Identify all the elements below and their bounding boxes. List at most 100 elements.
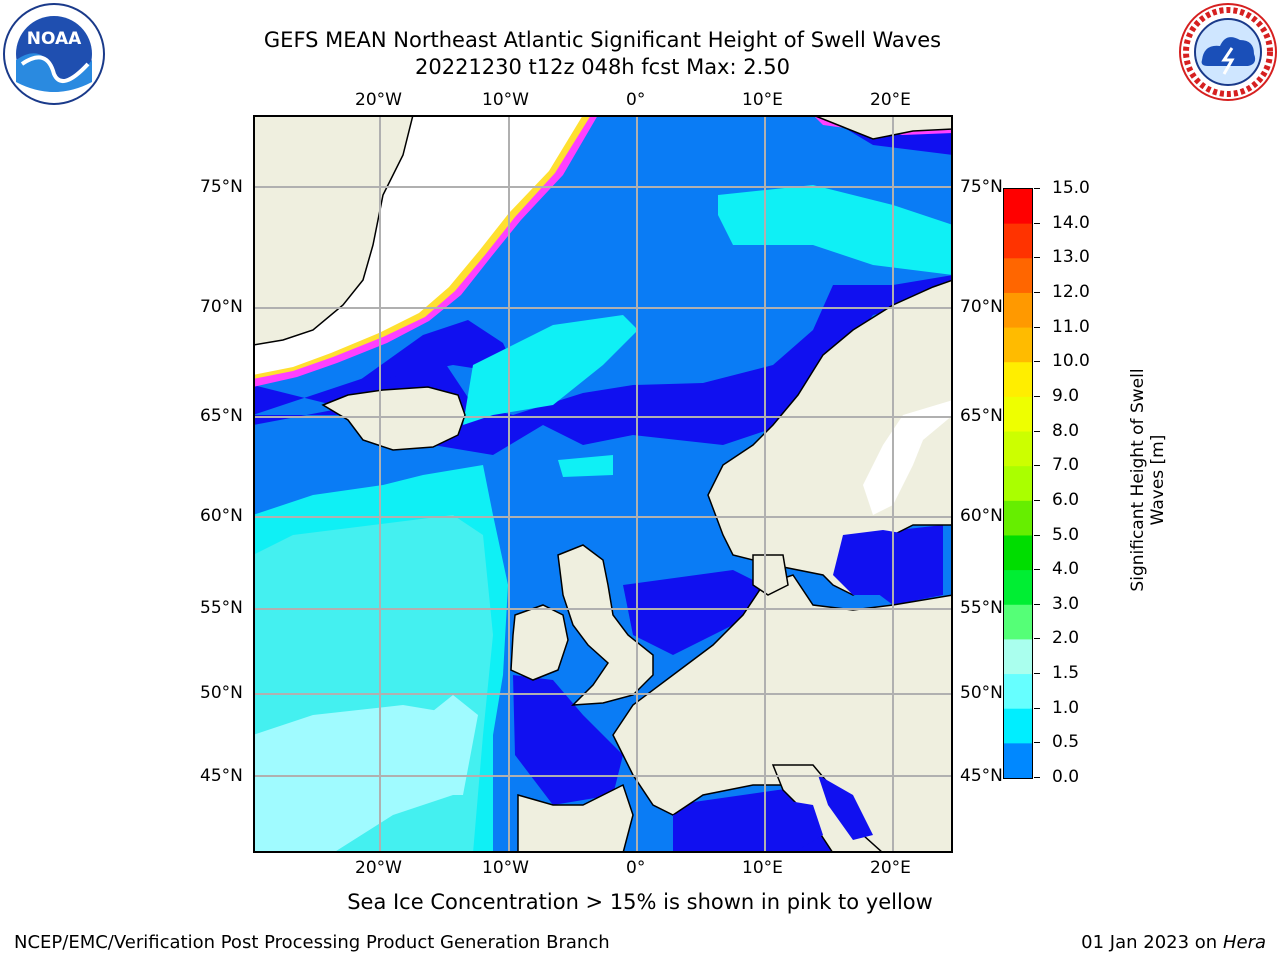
- colorbar-tick-label: 13.0: [1052, 247, 1090, 268]
- chart-title: GEFS MEAN Northeast Atlantic Significant…: [263, 28, 942, 52]
- colorbar-tick-label: 8.0: [1052, 420, 1080, 441]
- lon-tick-top: 20°E: [870, 90, 911, 110]
- adriatic-sea: [818, 775, 873, 840]
- colorbar-tick-mark: [1034, 222, 1040, 224]
- map-caption: Sea Ice Concentration > 15% is shown in …: [347, 890, 933, 914]
- lon-tick-top: 10°W: [482, 90, 529, 110]
- lat-tick-left: 65°N: [200, 406, 243, 426]
- colorbar-tick-label: 14.0: [1052, 212, 1090, 233]
- colorbar-tick-label: 15.0: [1052, 178, 1090, 198]
- colorbar-segment: [1004, 604, 1032, 640]
- greenland: [252, 114, 414, 346]
- colorbar-tick-label: 5.0: [1052, 524, 1080, 545]
- lat-tick-right: 45°N: [960, 766, 1003, 786]
- colorbar-tick-label: 2.0: [1052, 628, 1080, 649]
- colorbar-tick-mark: [1034, 188, 1040, 189]
- baltic-sea: [833, 530, 933, 595]
- lon-tick-top: 10°E: [742, 90, 783, 110]
- footer-branch: NCEP/EMC/Verification Post Processing Pr…: [14, 932, 610, 953]
- colorbar-tick-mark: [1034, 534, 1040, 536]
- lat-tick-left: 60°N: [200, 506, 243, 526]
- colorbar-segment: [1004, 639, 1032, 675]
- colorbar-tick-mark: [1034, 465, 1040, 467]
- colorbar-segment: [1004, 500, 1032, 536]
- noaa-logo-text: NOAA: [27, 29, 82, 49]
- colorbar-segment: [1004, 258, 1032, 294]
- colorbar-tick-label: 12.0: [1052, 281, 1090, 302]
- footer-date: 01 Jan 2023 on Hera: [1081, 932, 1266, 953]
- colorbar-tick-mark: [1034, 395, 1040, 397]
- nws-logo: [1178, 2, 1278, 102]
- lat-tick-right: 55°N: [960, 598, 1003, 618]
- map-border: [253, 115, 953, 853]
- lon-tick-bottom: 0°: [626, 858, 646, 878]
- colorbar-tick-label: 0.5: [1052, 732, 1080, 753]
- ocean-swell-1.0-1.5: [463, 315, 638, 425]
- ocean-swell-1.0-1.5: [718, 185, 953, 275]
- ocean-swell-0-0.5: [623, 570, 763, 655]
- iceland: [321, 386, 466, 451]
- colorbar-segment: [1004, 570, 1032, 606]
- colorbar-tick-mark: [1034, 361, 1040, 363]
- colorbar-segment: [1004, 362, 1032, 398]
- colorbar-tick-label: 11.0: [1052, 316, 1090, 337]
- colorbar-label-line2: Waves [m]: [1148, 434, 1168, 526]
- colorbar-segment: [1004, 466, 1032, 502]
- lon-tick-bottom: 10°E: [742, 858, 783, 878]
- colorbar-segment: [1004, 396, 1032, 433]
- noaa-logo: NOAA: [2, 2, 106, 106]
- mediterranean-sea: [673, 795, 823, 853]
- lat-tick-right: 60°N: [960, 506, 1003, 526]
- colorbar-segment: [1004, 431, 1032, 467]
- lon-tick-top: 0°: [626, 90, 646, 110]
- colorbar-segment: [1004, 292, 1032, 329]
- colorbar-tick-label: 0.0: [1052, 767, 1080, 787]
- lat-tick-right: 65°N: [960, 406, 1003, 426]
- lon-tick-bottom: 20°E: [870, 858, 911, 878]
- colorbar-segment: [1004, 327, 1032, 363]
- lon-tick-top: 20°W: [355, 90, 402, 110]
- colorbar-tick-label: 1.5: [1052, 663, 1080, 684]
- map-panel: [252, 114, 954, 854]
- ocean-swell-0-0.5: [513, 675, 623, 805]
- colorbar-segment: [1004, 708, 1032, 744]
- colorbar-tick-label: 1.0: [1052, 697, 1080, 718]
- colorbar-tick-mark: [1034, 326, 1040, 328]
- colorbar-label: Significant Height of Swell Waves [m]: [1103, 260, 1168, 700]
- colorbar-tick-mark: [1034, 777, 1040, 778]
- lat-tick-left: 55°N: [200, 598, 243, 618]
- lon-tick-bottom: 10°W: [482, 858, 529, 878]
- colorbar-label-line1: Significant Height of Swell: [1128, 368, 1148, 592]
- gulf-of-bothnia: [863, 400, 953, 515]
- colorbar-tick-label: 3.0: [1052, 593, 1080, 614]
- colorbar-tick-mark: [1034, 673, 1040, 675]
- colorbar-tick-mark: [1034, 707, 1040, 709]
- lat-tick-left: 45°N: [200, 766, 243, 786]
- footer-date-text: 01 Jan 2023 on: [1081, 932, 1223, 953]
- map-gridlines: [253, 115, 953, 853]
- colorbar-tick-mark: [1034, 603, 1040, 605]
- colorbar-tick-mark: [1034, 569, 1040, 571]
- ocean-swell-0-0.5: [353, 320, 518, 385]
- colorbar-tick-mark: [1034, 638, 1040, 640]
- footer-machine: Hera: [1222, 932, 1266, 953]
- colorbar-tick-mark: [1034, 499, 1040, 501]
- denmark: [752, 554, 789, 596]
- colorbar-tick-label: 10.0: [1052, 351, 1090, 372]
- lat-tick-left: 70°N: [200, 297, 243, 317]
- lat-tick-left: 75°N: [200, 177, 243, 197]
- lat-tick-right: 75°N: [960, 177, 1003, 197]
- colorbar-tick-mark: [1034, 257, 1040, 259]
- lon-tick-bottom: 20°W: [355, 858, 402, 878]
- ocean-swell-2.0-3.0: [403, 695, 478, 795]
- chart-subtitle: 20221230 t12z 048h fcst Max: 2.50: [415, 55, 790, 79]
- colorbar: [1003, 188, 1033, 779]
- colorbar-tick-mark: [1034, 291, 1040, 293]
- map-canvas: [252, 114, 954, 854]
- colorbar-segment: [1004, 189, 1032, 225]
- colorbar-tick-label: 9.0: [1052, 385, 1080, 406]
- colorbar-segment: [1004, 674, 1032, 710]
- colorbar-scale: [1004, 189, 1032, 779]
- ocean-swell-1.0-1.5: [558, 455, 613, 477]
- colorbar-tick-label: 7.0: [1052, 455, 1080, 476]
